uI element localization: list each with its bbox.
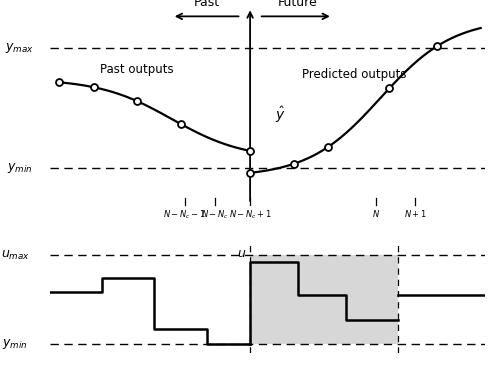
Text: $N-N_c$: $N-N_c$ [202, 208, 230, 221]
Text: $N$: $N$ [372, 208, 380, 219]
Text: Past outputs: Past outputs [100, 64, 174, 76]
Text: Future: Future [278, 0, 318, 9]
Text: Past: Past [194, 0, 220, 9]
Text: $u_{max}$: $u_{max}$ [0, 248, 29, 262]
Text: $\hat{y}$: $\hat{y}$ [275, 105, 286, 125]
Text: Predicted outputs: Predicted outputs [302, 68, 407, 81]
Text: $y_{min}$: $y_{min}$ [6, 161, 32, 175]
Text: $y_{min}$: $y_{min}$ [2, 337, 28, 352]
Text: $N-N_c-1$: $N-N_c-1$ [164, 208, 206, 221]
Text: $y_{max}$: $y_{max}$ [5, 41, 34, 55]
Text: $N-N_c+1$: $N-N_c+1$ [228, 208, 272, 221]
Text: $u$: $u$ [236, 247, 246, 260]
Bar [250, 255, 398, 344]
Text: $N+1$: $N+1$ [404, 208, 427, 219]
